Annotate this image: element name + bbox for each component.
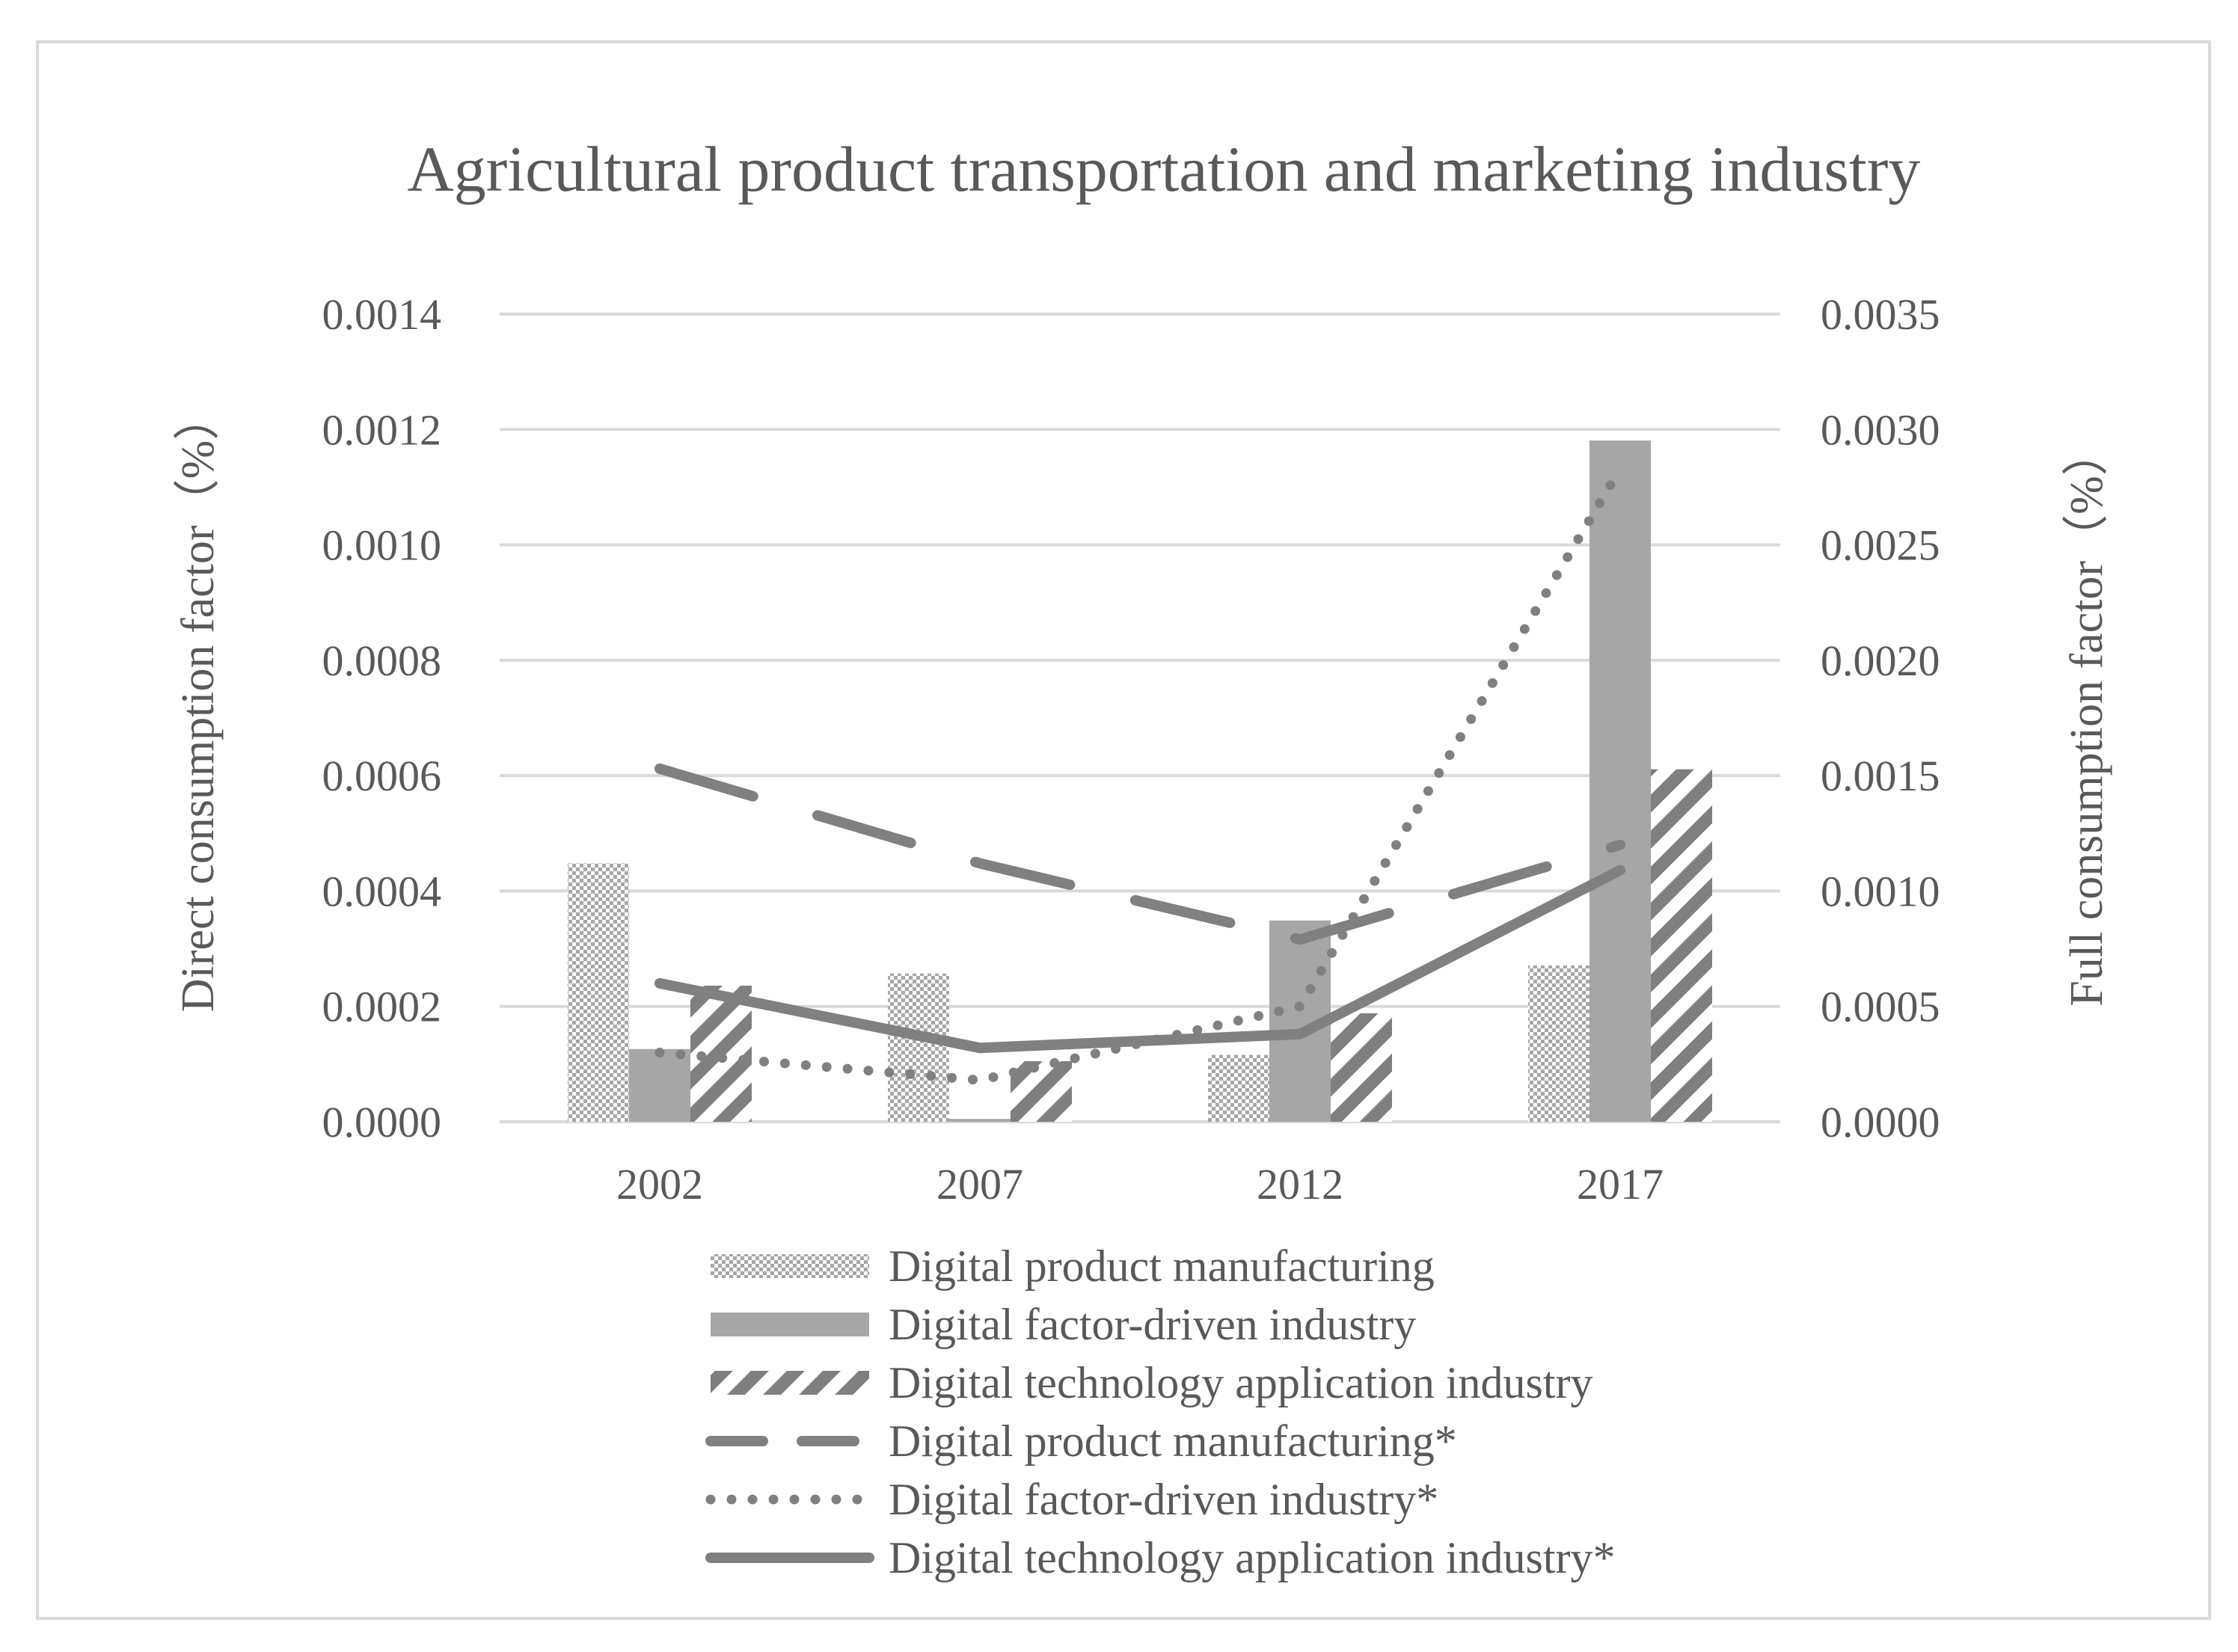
right-axis-ticks: 0.0000 0.0005 0.0010 0.0015 0.0020 0.0025 0.00… [1821,290,1940,1146]
legend-label: Digital factor-driven industry [889,1300,1416,1349]
right-tick-label: 0.0015 [1821,752,1940,800]
bar-checker-2007 [888,973,949,1122]
bar-checker-2012 [1208,1054,1269,1122]
left-tick-label: 0.0004 [322,867,442,915]
bar-checker-2002 [568,863,629,1122]
left-axis-ticks: 0.0000 0.0002 0.0004 0.0006 0.0008 0.0010 0.00… [322,290,442,1146]
legend-label: Digital technology application industry [889,1358,1592,1407]
legend: Digital product manufacturing Digital fac… [705,1241,1615,1582]
chart-border [36,40,2211,1620]
bar-solid-2007 [949,1119,1011,1122]
right-axis-title: Full consumption factor（%） [2061,429,2112,1006]
x-tick-label: 2017 [1577,1160,1664,1209]
legend-swatch-checker [711,1254,869,1278]
bar-solid-2002 [629,1048,690,1122]
left-tick-label: 0.0002 [322,983,442,1031]
right-tick-label: 0.0005 [1821,983,1940,1031]
bar-diagonal-2017 [1651,769,1712,1122]
bar-checker-2017 [1528,965,1589,1122]
legend-label: Digital technology application industry* [889,1533,1615,1582]
line-long-dash [654,763,1625,945]
x-tick-label: 2007 [936,1160,1023,1209]
left-axis-title: Direct consumption factor（%） [173,394,224,1012]
right-tick-label: 0.0025 [1821,521,1940,570]
legend-label: Digital product manufacturing [889,1241,1435,1291]
bar-diagonal-2012 [1331,1013,1392,1122]
left-tick-label: 0.0014 [322,290,442,339]
right-tick-label: 0.0020 [1821,636,1940,685]
right-tick-label: 0.0010 [1821,867,1940,915]
legend-swatch-diagonal [711,1371,869,1395]
x-axis-ticks: 2002 2007 2012 2017 [616,1160,1664,1209]
right-tick-label: 0.0030 [1821,405,1940,454]
right-tick-label: 0.0000 [1821,1098,1940,1146]
left-tick-label: 0.0006 [322,752,442,800]
right-tick-label: 0.0035 [1821,290,1940,339]
line-solid [654,865,1625,1054]
chart-title: Agricultural product transportation and … [408,133,1921,205]
legend-swatch-solid [711,1312,869,1336]
x-tick-label: 2002 [616,1160,703,1209]
left-tick-label: 0.0000 [322,1098,442,1146]
x-tick-label: 2012 [1257,1160,1343,1209]
bars [568,440,1712,1122]
left-tick-label: 0.0010 [322,521,442,570]
legend-label: Digital factor-driven industry* [889,1475,1438,1524]
bar-solid-2017 [1589,440,1651,1122]
left-tick-label: 0.0012 [322,405,442,454]
left-tick-label: 0.0008 [322,636,442,685]
lines [654,464,1625,1085]
legend-label: Digital product manufacturing* [889,1416,1457,1466]
bar-diagonal-2007 [1011,1061,1072,1122]
